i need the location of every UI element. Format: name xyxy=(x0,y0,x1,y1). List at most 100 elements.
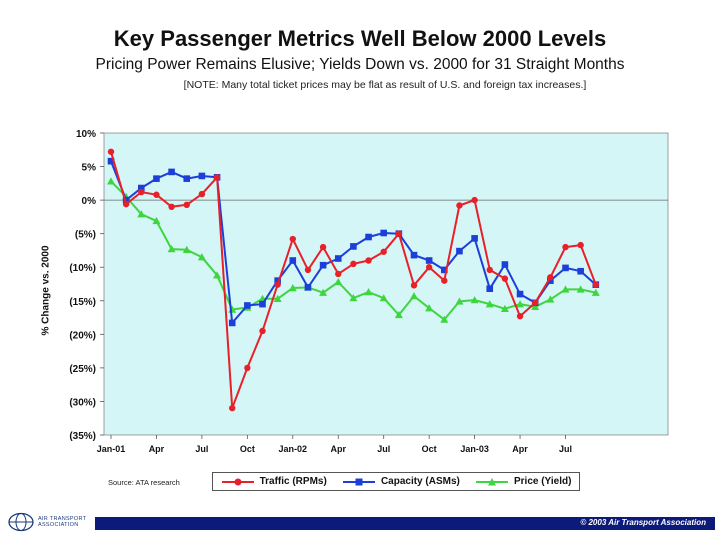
point-traffic xyxy=(532,299,539,306)
point-price xyxy=(410,292,418,300)
point-capacity xyxy=(486,285,494,292)
point-traffic xyxy=(365,257,372,264)
point-traffic xyxy=(229,404,236,412)
point-capacity xyxy=(380,229,387,237)
point-price xyxy=(546,295,555,303)
x-tick-label: Jul xyxy=(195,444,208,454)
point-price xyxy=(485,300,494,308)
point-traffic xyxy=(319,243,327,251)
page-title: Key Passenger Metrics Well Below 2000 Le… xyxy=(113,26,607,51)
page-subtitle: Pricing Power Remains Elusive; Yields Do… xyxy=(95,56,625,73)
logo-line1: AIR TRANSPORT xyxy=(38,516,87,522)
point-price xyxy=(364,288,373,296)
point-traffic xyxy=(304,266,312,274)
point-price xyxy=(182,245,191,253)
point-traffic xyxy=(198,190,206,198)
point-price xyxy=(288,284,297,292)
point-capacity xyxy=(456,247,463,255)
point-capacity xyxy=(334,255,342,262)
point-traffic xyxy=(547,274,554,281)
point-price xyxy=(213,271,222,279)
point-capacity xyxy=(425,257,433,264)
point-price xyxy=(425,304,434,312)
point-price xyxy=(379,294,388,302)
footer-bar xyxy=(95,517,715,530)
x-tick-label: Apr xyxy=(331,444,347,454)
y-tick-label: (15%) xyxy=(69,297,96,308)
point-capacity xyxy=(198,172,206,180)
x-tick-label: Apr xyxy=(512,444,528,454)
point-capacity xyxy=(562,264,569,272)
point-traffic xyxy=(213,174,221,181)
point-traffic xyxy=(486,266,493,274)
point-price xyxy=(167,245,176,253)
point-capacity xyxy=(244,302,251,309)
y-tick-label: (10%) xyxy=(69,263,96,274)
point-capacity xyxy=(410,251,418,259)
point-traffic xyxy=(410,282,418,289)
x-tick-label: Jul xyxy=(559,444,572,454)
x-tick-label: Apr xyxy=(149,444,165,454)
point-traffic xyxy=(259,327,266,335)
logo-line2: ASSOCIATION xyxy=(38,522,79,528)
point-price xyxy=(152,216,161,225)
x-tick-label: Jan-01 xyxy=(97,444,126,454)
copyright-text: © 2003 Air Transport Association xyxy=(580,518,706,527)
point-price xyxy=(394,310,403,319)
point-capacity xyxy=(350,243,357,250)
point-traffic xyxy=(577,241,584,249)
point-price xyxy=(576,285,585,293)
point-price xyxy=(273,294,282,302)
y-tick-label: (25%) xyxy=(69,364,96,375)
legend-label-capacity: Capacity (ASMs) xyxy=(380,476,460,487)
point-capacity xyxy=(365,233,372,241)
x-tick-label: Jan-03 xyxy=(460,444,489,454)
globe-icon xyxy=(8,512,34,532)
point-capacity xyxy=(577,267,584,275)
point-traffic xyxy=(244,364,251,372)
point-capacity xyxy=(516,290,524,298)
point-capacity xyxy=(319,261,327,269)
point-price xyxy=(107,177,115,185)
legend-label-traffic: Traffic (RPMs) xyxy=(259,476,327,487)
point-traffic xyxy=(456,202,463,209)
point-traffic xyxy=(425,264,433,271)
y-tick-label: (20%) xyxy=(69,330,96,341)
point-price xyxy=(349,294,358,302)
point-capacity xyxy=(441,266,448,274)
point-price xyxy=(137,210,146,218)
point-capacity xyxy=(183,175,191,182)
y-tick-label: 10% xyxy=(76,129,96,140)
y-tick-label: (30%) xyxy=(69,397,96,408)
point-price xyxy=(319,288,328,296)
x-tick-label: Jul xyxy=(377,444,390,454)
point-traffic xyxy=(471,196,478,204)
point-capacity xyxy=(153,175,160,182)
point-traffic xyxy=(395,230,403,237)
point-traffic xyxy=(168,203,175,211)
note-text: [NOTE: Many total ticket prices may be f… xyxy=(183,79,587,91)
legend-label-price: Price (Yield) xyxy=(513,476,572,487)
point-traffic xyxy=(289,235,296,243)
point-traffic xyxy=(350,260,357,268)
point-price xyxy=(455,297,464,305)
point-traffic xyxy=(501,275,509,282)
point-capacity xyxy=(228,319,236,327)
point-traffic xyxy=(138,188,145,196)
x-tick-label: Jan-02 xyxy=(279,444,308,454)
legend-marker-traffic xyxy=(221,478,254,485)
point-capacity xyxy=(289,257,297,264)
legend-item-capacity: Capacity (ASMs) xyxy=(342,476,460,487)
plot-area xyxy=(103,132,669,436)
point-traffic xyxy=(335,270,342,278)
point-traffic xyxy=(380,248,387,255)
x-tick-label: Oct xyxy=(422,444,437,454)
point-traffic xyxy=(441,277,448,284)
point-traffic xyxy=(562,243,569,251)
point-traffic xyxy=(122,200,130,208)
point-traffic xyxy=(153,191,160,198)
point-capacity xyxy=(138,184,145,192)
point-traffic xyxy=(183,201,190,209)
point-capacity xyxy=(547,277,554,284)
point-price xyxy=(440,315,449,323)
